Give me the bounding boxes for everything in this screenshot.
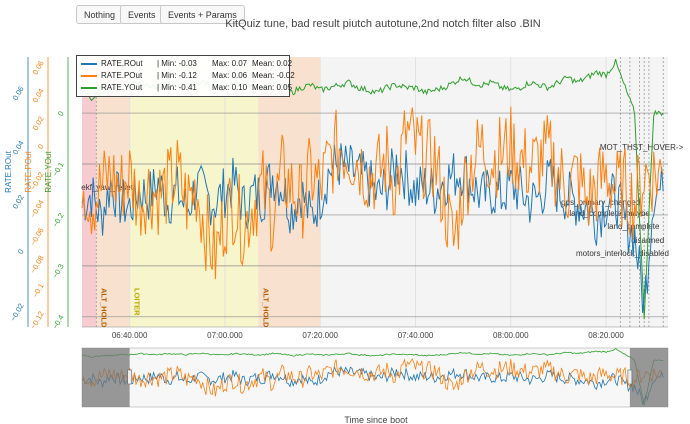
y-tick-label-yout: 0: [56, 110, 66, 118]
y-tick-label-pout: 0.06: [31, 59, 46, 76]
y-tick-label-rout: −0.02: [8, 302, 25, 323]
range-slider-mask-right: [629, 348, 668, 407]
legend-swatch-yout: [81, 86, 97, 89]
legend-max-value: 0.07: [231, 59, 248, 68]
mode-label-2: LOITER: [133, 288, 142, 316]
y-tick-label-yout: −0.3: [51, 262, 66, 279]
y-tick-label-pout: −0.12: [28, 310, 45, 331]
legend-name-rout: RATE.ROut: [101, 59, 143, 68]
mode-label-3: ALT_HOLD: [261, 288, 270, 328]
y-tick-label-yout: −0.4: [51, 313, 66, 330]
events-params-button[interactable]: Events + Params: [160, 5, 245, 24]
y-tick-label-pout: 0: [36, 143, 46, 151]
y-tick-label-rout: 0.06: [11, 85, 26, 102]
event-label-3: land_complete_maybe: [569, 209, 650, 218]
x-tick-label: 07:00.000: [207, 331, 243, 340]
legend-entry-rout[interactable]: RATE.ROut | Min: -0.03 Max: 0.07 Mean: 0.02: [81, 58, 292, 69]
legend-mean-value: 0.02: [276, 59, 293, 68]
y-axis-label-rout: RATE.ROut: [4, 150, 13, 192]
series-line-rate-pout: [81, 106, 664, 280]
legend-max-value: 0.06: [231, 71, 248, 80]
legend-mean-pout: Mean: -0.02: [252, 71, 295, 80]
legend-max-rout: Max: 0.07: [212, 59, 248, 68]
mode-labels: ALT_HOLD LOITER ALT_HOLD: [99, 288, 270, 328]
legend-mean-value: 0.05: [276, 83, 293, 92]
y-tick-label-yout: −0.2: [51, 211, 66, 228]
y-tick-label-pout: 0.02: [31, 115, 46, 132]
range-slider-handle-right[interactable]: [627, 369, 633, 385]
legend-mean-rout: Mean: 0.02: [252, 59, 293, 68]
y-tick-label-rout: 0.02: [11, 193, 26, 210]
x-tick-label: 08:20.000: [588, 331, 624, 340]
y-axis-label-pout: RATE.POut: [24, 151, 33, 193]
legend-min-pout: | Min: -0.12: [157, 71, 197, 80]
x-tick-label: 08:00.000: [493, 331, 529, 340]
event-label-1: MOT_THST_HOVER->: [600, 143, 684, 152]
range-slider-line: [81, 347, 664, 406]
legend: RATE.ROut | Min: -0.03 Max: 0.07 Mean: 0.02…: [76, 55, 295, 97]
event-label-2: gps_primary_changed: [561, 198, 640, 207]
y-axis-label-yout: RATE.YOut: [44, 151, 53, 193]
legend-mean-value: -0.02: [276, 71, 295, 80]
legend-mean-yout: Mean: 0.05: [252, 83, 293, 92]
x-tick-label: 06:40.000: [112, 331, 148, 340]
x-tick-label: 07:40.000: [398, 331, 434, 340]
event-label-6: motors_interlock_disabled: [576, 249, 669, 258]
mode-band-0: [82, 57, 97, 327]
legend-swatch-pout: [81, 74, 97, 77]
y-tick-label-pout: −0.08: [28, 254, 45, 275]
legend-min-value: -0.03: [178, 59, 197, 68]
x-tick-label: 07:20.000: [302, 331, 338, 340]
y-tick-label-pout: 0.04: [31, 87, 46, 104]
x-axis-label: Time since boot: [344, 415, 408, 424]
legend-min-yout: | Min: -0.41: [157, 83, 197, 92]
chart-title: KitQuiz tune, bad result piutch autotune…: [225, 18, 541, 30]
y-tick-label-pout: −0.1: [31, 282, 46, 299]
legend-max-value: 0.10: [231, 83, 248, 92]
range-slider-line: [81, 358, 664, 397]
legend-min-value: -0.12: [178, 71, 197, 80]
range-slider-handle-left[interactable]: [127, 369, 132, 385]
grid: [82, 57, 668, 327]
y-tick-label-pout: −0.06: [28, 226, 45, 247]
y-tick-label-pout: −0.04: [28, 198, 45, 219]
legend-min-rout: | Min: -0.03: [157, 59, 197, 68]
legend-min-value: -0.41: [178, 83, 197, 92]
legend-name-pout: RATE.POut: [101, 71, 143, 80]
range-slider-line: [81, 365, 664, 406]
series-line-rate-rout: [81, 143, 664, 313]
legend-name-yout: RATE.YOut: [101, 83, 143, 92]
legend-max-pout: Max: 0.06: [212, 71, 248, 80]
legend-entry-pout[interactable]: RATE.POut | Min: -0.12 Max: 0.06 Mean: -0.0…: [81, 70, 295, 81]
y-tick-label-rout: 0: [16, 248, 26, 256]
legend-entry-yout[interactable]: RATE.YOut | Min: -0.41 Max: 0.10 Mean: 0.05: [81, 82, 292, 93]
legend-max-yout: Max: 0.10: [212, 83, 248, 92]
mode-label-1: ALT_HOLD: [99, 288, 108, 328]
range-slider-mask-left: [82, 348, 130, 407]
range-slider[interactable]: [81, 347, 669, 408]
legend-swatch-rout: [81, 62, 97, 65]
